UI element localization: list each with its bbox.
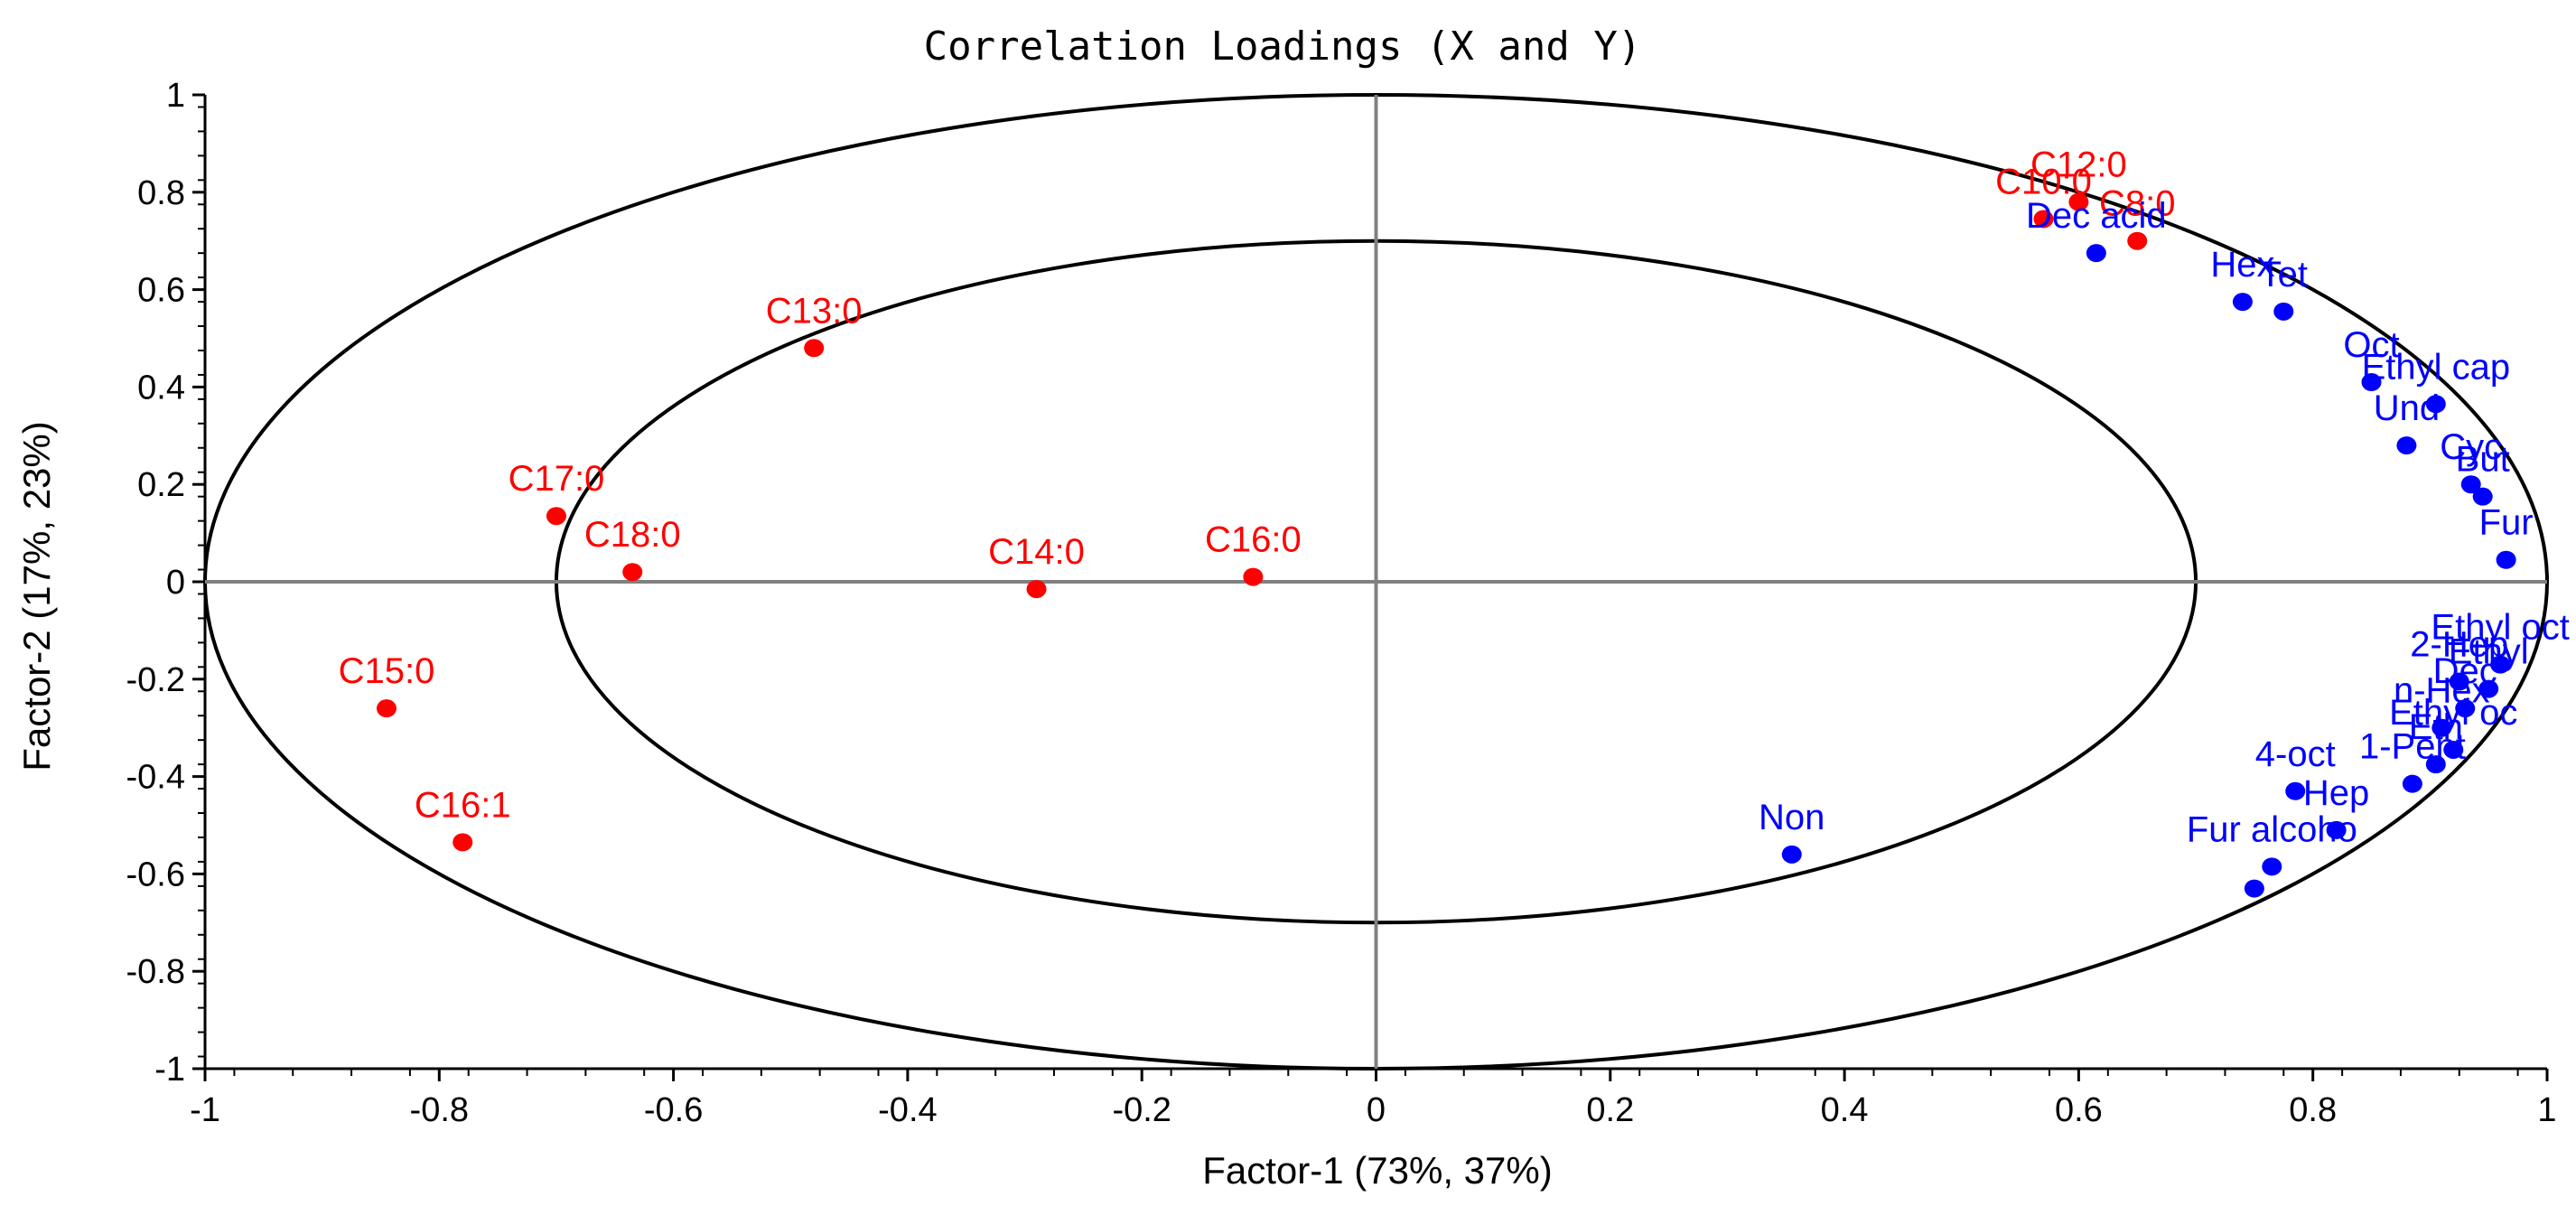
y-loading-point <box>2496 550 2516 569</box>
y-loading-point <box>2361 373 2382 392</box>
point-label: Und <box>2374 388 2440 428</box>
point-label: n-Hex <box>2394 671 2490 711</box>
point-label: 1-Pent <box>2359 727 2466 767</box>
point-label: Ethyl oc <box>2389 693 2517 733</box>
point-label: But <box>2456 440 2510 480</box>
x-tick-label: -0.8 <box>410 1091 469 1129</box>
y-loading-point <box>2244 879 2264 898</box>
x-loading-point <box>804 339 825 358</box>
y-tick-label: -0.8 <box>126 953 185 991</box>
y-tick-label: -0.6 <box>126 855 185 893</box>
point-label: Ethyl cap <box>2362 347 2511 387</box>
x-loading-point <box>1243 567 1264 586</box>
point-label: Dec acid <box>2026 196 2167 236</box>
y-loading-point <box>2490 655 2511 674</box>
x-loading-point <box>546 507 566 526</box>
y-tick-label: 0.4 <box>137 369 185 407</box>
point-label: Ethyl <box>2449 632 2529 672</box>
point-label: C15:0 <box>339 651 435 691</box>
y-loading-point <box>2273 302 2294 321</box>
y-tick-label: 1 <box>166 77 185 115</box>
y-axis-label: Factor-2 (17%, 23%) <box>15 421 58 771</box>
x-tick-label: -0.4 <box>878 1091 937 1129</box>
point-label: C12:0 <box>2030 145 2127 185</box>
y-loading-point <box>2232 293 2253 312</box>
point-label: Cyc <box>2440 427 2502 467</box>
y-loading-point <box>2285 781 2306 800</box>
y-loading-point <box>1781 845 1802 864</box>
x-tick-label: 1 <box>2537 1091 2556 1129</box>
y-tick-label: 0.6 <box>137 272 185 310</box>
point-label: C17:0 <box>509 459 605 499</box>
point-label: Dec <box>2433 651 2497 691</box>
x-tick-label: -1 <box>190 1091 220 1129</box>
point-label: 4-oct <box>2255 734 2336 774</box>
y-loading-point <box>2086 244 2106 263</box>
y-loading-point <box>2455 699 2476 718</box>
x-loading-point <box>453 833 473 852</box>
y-loading-point <box>2425 755 2446 774</box>
x-tick-label: 0.4 <box>1821 1091 1869 1129</box>
y-loading-point <box>2425 395 2446 414</box>
y-loading-point <box>2396 436 2417 455</box>
y-loading-point <box>2460 475 2481 494</box>
y-loading-point <box>2443 740 2464 759</box>
y-loading-point <box>2402 774 2422 793</box>
axes-layer: -1 -0.8 -0.6 -0.4 -0.2 0 0.2 0.4 0.6 0.8 1 1 0.8 0.6 0… <box>126 77 2557 1129</box>
y-loading-point <box>2478 679 2499 698</box>
y-tick-label: 0 <box>166 564 185 602</box>
y-tick-label: -1 <box>154 1051 185 1089</box>
y-tick-label: 0.8 <box>137 174 185 212</box>
y-tick-label: -0.4 <box>126 759 185 797</box>
x-loading-point <box>376 699 397 718</box>
y-tick-label: 0.2 <box>137 466 185 504</box>
x-loading-point <box>2068 192 2089 211</box>
point-label: Non <box>1759 798 1825 837</box>
point-label: Fur <box>2479 503 2534 543</box>
y-tick-label: -0.2 <box>126 661 185 699</box>
y-loading-point <box>2472 487 2493 506</box>
x-loading-point <box>622 563 643 582</box>
x-tick-label: -0.2 <box>1112 1091 1171 1129</box>
y-loading-point <box>2431 718 2452 737</box>
y-loading-point <box>2449 672 2469 691</box>
y-loading-point <box>2262 857 2282 876</box>
point-label: 2-Hep <box>2410 624 2508 664</box>
point-label: Hex <box>2210 245 2274 285</box>
point-label: C10:0 <box>1995 162 2092 201</box>
x-axis-label: Factor-1 (73%, 37%) <box>1202 1149 1552 1192</box>
point-label: C14:0 <box>988 532 1085 572</box>
x-loading-point <box>2033 210 2054 229</box>
x-loading-point <box>2127 231 2148 250</box>
point-label: C16:0 <box>1205 520 1302 560</box>
x-tick-label: 0.6 <box>2055 1091 2103 1129</box>
point-label: C8:0 <box>2099 184 2176 224</box>
point-label: Eth <box>2409 707 2463 747</box>
point-label: C13:0 <box>766 291 863 331</box>
point-label: C18:0 <box>584 515 681 555</box>
point-label: Oct <box>2343 325 2399 365</box>
points-layer <box>376 192 2516 898</box>
point-label: Ethyl oct <box>2431 608 2569 648</box>
point-label: Fur alcoho <box>2187 809 2357 849</box>
x-tick-label: 0.8 <box>2289 1091 2337 1129</box>
x-tick-label: 0 <box>1367 1091 1386 1129</box>
point-label: Tet <box>2260 255 2308 294</box>
x-loading-point <box>1026 580 1047 599</box>
point-label: Hep <box>2303 773 2369 813</box>
x-tick-label: -0.6 <box>644 1091 703 1129</box>
x-tick-label: 0.2 <box>1586 1091 1634 1129</box>
y-loading-point <box>2326 820 2347 839</box>
chart-title: Correlation Loadings (X and Y) <box>924 23 1642 70</box>
point-label: C16:1 <box>415 785 511 825</box>
